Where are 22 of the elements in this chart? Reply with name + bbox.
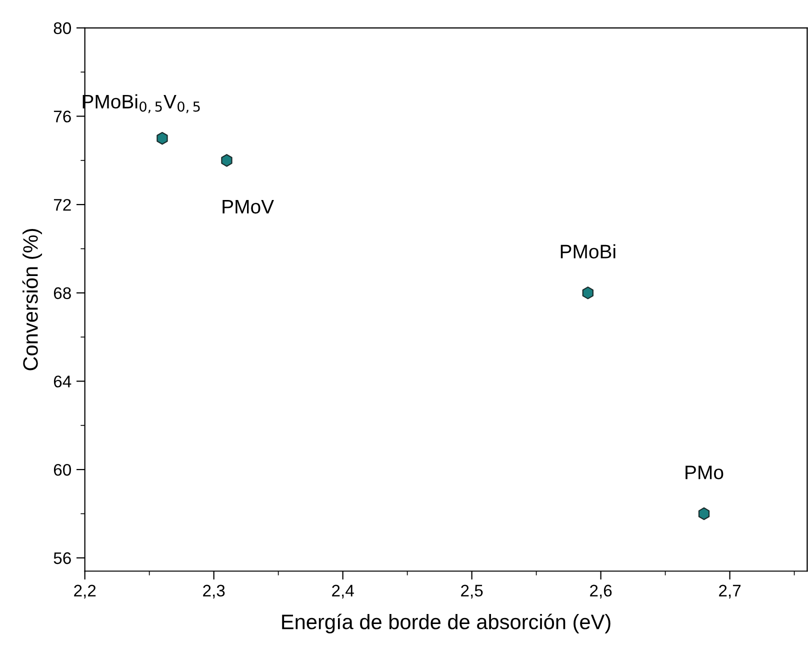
x-axis-title: Energía de borde de absorción (eV) [282, 614, 610, 634]
y-tick-label: 56 [54, 552, 71, 564]
annotation: PMoV [222, 200, 274, 214]
point [221, 154, 232, 167]
annotation: PMoBi [560, 244, 616, 258]
y-tick-label: 72 [54, 198, 71, 211]
y-tick-label: 64 [54, 376, 72, 388]
x-tick-label: 2,3 [203, 584, 225, 599]
y-tick-label: 60 [54, 464, 71, 476]
x-tick-label: 2,4 [332, 584, 354, 599]
point [156, 132, 168, 145]
annotation: PMo [686, 466, 724, 480]
x-tick-label: 2,7 [719, 584, 741, 599]
point [698, 507, 710, 520]
y-tick-label: 68 [54, 287, 71, 300]
y-tick-label: 80 [54, 22, 71, 34]
x-tick-label: 2,6 [590, 584, 612, 599]
y-axis-title: Conversión (%) [22, 229, 42, 370]
x-tick-label: 2,5 [461, 584, 483, 599]
point [582, 286, 594, 300]
x-tick-label: 2,2 [74, 584, 96, 599]
y-tick-label: 76 [54, 110, 71, 122]
